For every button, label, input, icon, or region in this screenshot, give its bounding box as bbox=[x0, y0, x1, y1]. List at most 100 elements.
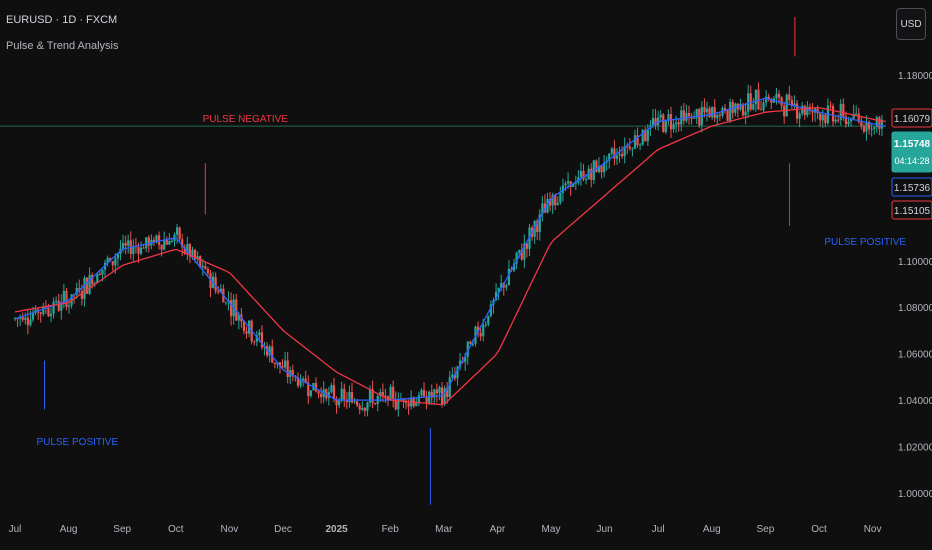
candle-body bbox=[793, 103, 796, 106]
candle-body bbox=[343, 388, 346, 400]
candle-body bbox=[304, 378, 307, 383]
candle-body bbox=[487, 315, 490, 325]
candle-body bbox=[433, 389, 436, 398]
candle-body bbox=[507, 268, 511, 286]
candle-body bbox=[75, 287, 78, 295]
candle-body bbox=[654, 118, 657, 126]
candle-body bbox=[168, 240, 171, 245]
candle-body bbox=[844, 116, 848, 125]
candle-body bbox=[780, 97, 783, 106]
candle-body bbox=[193, 249, 197, 260]
candle-body bbox=[116, 253, 119, 259]
candle-body bbox=[829, 105, 832, 107]
candle-body bbox=[574, 182, 577, 184]
candle-body bbox=[677, 122, 680, 125]
candle-body bbox=[152, 239, 156, 243]
candle-body bbox=[880, 119, 884, 129]
candle-body bbox=[121, 243, 125, 249]
y-tick-label: 1.00000 bbox=[898, 489, 932, 500]
pulse-negative-label: PULSE NEGATIVE bbox=[203, 114, 289, 125]
time-axis: Jul Aug Sep Oct Nov Dec 2025 Feb Mar Apr May Jun Jul… bbox=[9, 524, 882, 535]
price-label-value: 1.15105 bbox=[894, 206, 931, 217]
candle-body bbox=[855, 113, 858, 115]
candle-body bbox=[253, 341, 256, 343]
candle-body bbox=[255, 335, 258, 342]
x-tick-label: Mar bbox=[435, 524, 453, 535]
candle-body bbox=[500, 283, 503, 289]
price-label: 1.16079 bbox=[891, 108, 932, 128]
candle-body bbox=[181, 239, 184, 248]
candle-body bbox=[711, 107, 714, 118]
candle-body bbox=[621, 153, 624, 157]
candle-body bbox=[379, 391, 382, 397]
candle-body bbox=[615, 155, 619, 159]
candle-body bbox=[675, 122, 678, 125]
candle-body bbox=[392, 386, 395, 399]
candle-body bbox=[734, 103, 737, 113]
slow-moving-average-line bbox=[14, 106, 886, 406]
candle-body bbox=[178, 227, 181, 240]
candle-body bbox=[785, 94, 788, 117]
candle-body bbox=[741, 104, 745, 116]
candle-body bbox=[39, 312, 42, 315]
candle-body bbox=[186, 244, 189, 254]
candle-body bbox=[536, 221, 539, 232]
candle-body bbox=[636, 135, 639, 146]
candle-body bbox=[299, 380, 302, 386]
candle-body bbox=[83, 277, 86, 300]
x-tick-label: Aug bbox=[60, 524, 78, 535]
candle-body bbox=[867, 121, 871, 130]
candle-body bbox=[368, 389, 372, 403]
candle-body bbox=[49, 313, 53, 317]
y-tick-label: 1.02000 bbox=[898, 443, 932, 454]
candle-body bbox=[91, 275, 94, 285]
x-tick-label: Jul bbox=[652, 524, 665, 535]
candle-body bbox=[109, 258, 112, 262]
candle-body bbox=[494, 291, 498, 301]
currency-button[interactable]: USD bbox=[896, 8, 926, 40]
candle-body bbox=[139, 247, 143, 254]
y-tick-label: 1.08000 bbox=[898, 303, 932, 314]
y-tick-label: 1.04000 bbox=[898, 396, 932, 407]
candle-body bbox=[520, 249, 523, 260]
candle-body bbox=[363, 407, 366, 411]
candle-body bbox=[335, 399, 338, 406]
price-label-box bbox=[891, 131, 932, 173]
candle-body bbox=[96, 273, 99, 284]
candle-body bbox=[245, 331, 248, 334]
candle-body bbox=[541, 203, 544, 215]
y-tick-label: 1.06000 bbox=[898, 350, 932, 361]
candle-body bbox=[204, 266, 207, 270]
symbol-title[interactable]: EURUSD · 1D · FXCM bbox=[6, 14, 118, 26]
candle-body bbox=[551, 194, 554, 206]
candle-body bbox=[664, 120, 667, 133]
candle-body bbox=[124, 243, 127, 246]
candle-body bbox=[484, 324, 487, 326]
candle-body bbox=[451, 374, 454, 378]
candle-body bbox=[870, 128, 873, 130]
candle-body bbox=[708, 108, 711, 118]
candle-body bbox=[834, 119, 837, 122]
candle-body bbox=[479, 332, 482, 337]
indicator-name[interactable]: Pulse & Trend Analysis bbox=[6, 40, 119, 52]
candle-body bbox=[394, 398, 397, 410]
candle-body bbox=[62, 290, 65, 303]
candle-body bbox=[229, 300, 233, 317]
candle-body bbox=[258, 332, 261, 336]
candle-body bbox=[489, 304, 493, 316]
candle-body bbox=[106, 258, 109, 263]
candle-body bbox=[137, 246, 140, 254]
candle-body bbox=[819, 113, 822, 121]
candle-body bbox=[749, 93, 752, 110]
candle-body bbox=[464, 357, 467, 363]
price-label-value: 1.15748 bbox=[894, 139, 931, 150]
candle-body bbox=[160, 244, 163, 250]
candle-body bbox=[428, 391, 431, 404]
price-label-layer: 1.16079 1.15748 04:14:28 1.15736 1.15105 bbox=[891, 108, 932, 220]
candle-body bbox=[307, 382, 310, 397]
x-tick-label: Aug bbox=[703, 524, 721, 535]
candle-body bbox=[157, 235, 161, 245]
candle-body bbox=[224, 302, 228, 304]
candle-body bbox=[366, 402, 369, 411]
